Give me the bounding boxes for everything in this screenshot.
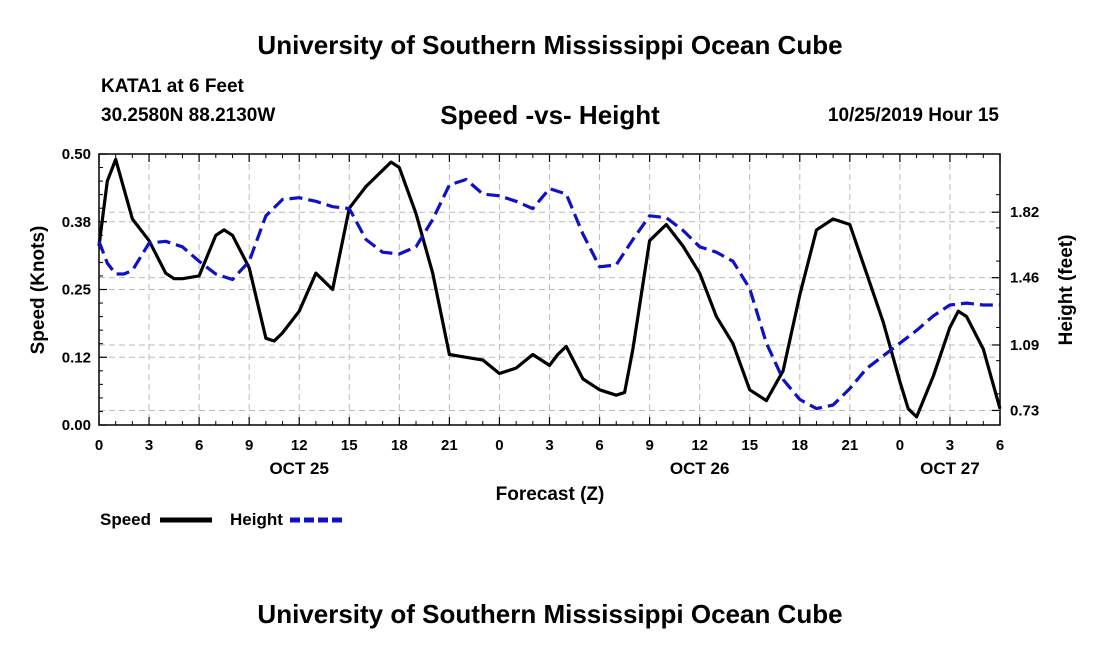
x-tick-label: 0 <box>495 437 503 454</box>
legend: Speed Height <box>100 510 342 529</box>
speed-series-line <box>97 157 1002 419</box>
y2-tick-label: 1.82 <box>1010 204 1039 221</box>
legend-speed-label: Speed <box>100 510 151 529</box>
station-coordinates: 30.2580N 88.2130W <box>101 105 276 126</box>
run-timestamp: 10/25/2019 Hour 15 <box>827 105 999 126</box>
x-tick-label: 0 <box>896 437 904 454</box>
x-tick-label: 18 <box>791 437 808 454</box>
x-tick-label: 6 <box>595 437 603 454</box>
footer-title: University of Southern Mississippi Ocean… <box>257 599 843 629</box>
page-title: University of Southern Mississippi Ocean… <box>257 30 843 60</box>
series-lines <box>97 157 1002 419</box>
y-tick-label: 0.12 <box>62 349 91 366</box>
x-tick-label: 15 <box>341 437 358 454</box>
height-series-line <box>97 177 1000 411</box>
date-label: OCT 27 <box>920 459 980 478</box>
x-tick-label: 9 <box>245 437 253 454</box>
x-tick-label: 12 <box>291 437 308 454</box>
x-tick-label: 9 <box>645 437 653 454</box>
chart-title: Speed -vs- Height <box>440 100 660 130</box>
y-axis-label: Speed (Knots) <box>28 226 49 355</box>
y2-tick-label: 0.73 <box>1010 402 1039 419</box>
date-label: OCT 26 <box>670 459 730 478</box>
x-tick-label: 3 <box>545 437 553 454</box>
y-tick-label: 0.38 <box>62 214 91 231</box>
x-tick-label: 3 <box>946 437 954 454</box>
x-tick-label: 18 <box>391 437 408 454</box>
x-tick-label: 21 <box>841 437 858 454</box>
date-label: OCT 25 <box>269 459 329 478</box>
axis-ticks: 0 3 6 9 12 15 18 21 0 3 6 9 12 15 18 21 0 3 6 0.00 0.12 0.25 0… <box>62 146 1039 478</box>
x-axis-label: Forecast (Z) <box>496 484 605 505</box>
y-tick-label: 0.00 <box>62 417 91 434</box>
x-tick-label: 6 <box>195 437 203 454</box>
y-tick-label: 0.25 <box>62 282 91 299</box>
x-tick-label: 6 <box>996 437 1004 454</box>
x-tick-label: 21 <box>441 437 458 454</box>
x-tick-label: 0 <box>95 437 103 454</box>
x-tick-label: 12 <box>691 437 708 454</box>
x-tick-label: 15 <box>741 437 758 454</box>
legend-height-label: Height <box>230 510 283 529</box>
station-label: KATA1 at 6 Feet <box>101 76 244 97</box>
grid <box>99 154 1000 425</box>
y2-tick-label: 1.09 <box>1010 337 1039 354</box>
y2-axis-label: Height (feet) <box>1056 235 1077 346</box>
y-tick-label: 0.50 <box>62 146 91 163</box>
y2-tick-label: 1.46 <box>1010 270 1039 287</box>
x-tick-label: 3 <box>145 437 153 454</box>
